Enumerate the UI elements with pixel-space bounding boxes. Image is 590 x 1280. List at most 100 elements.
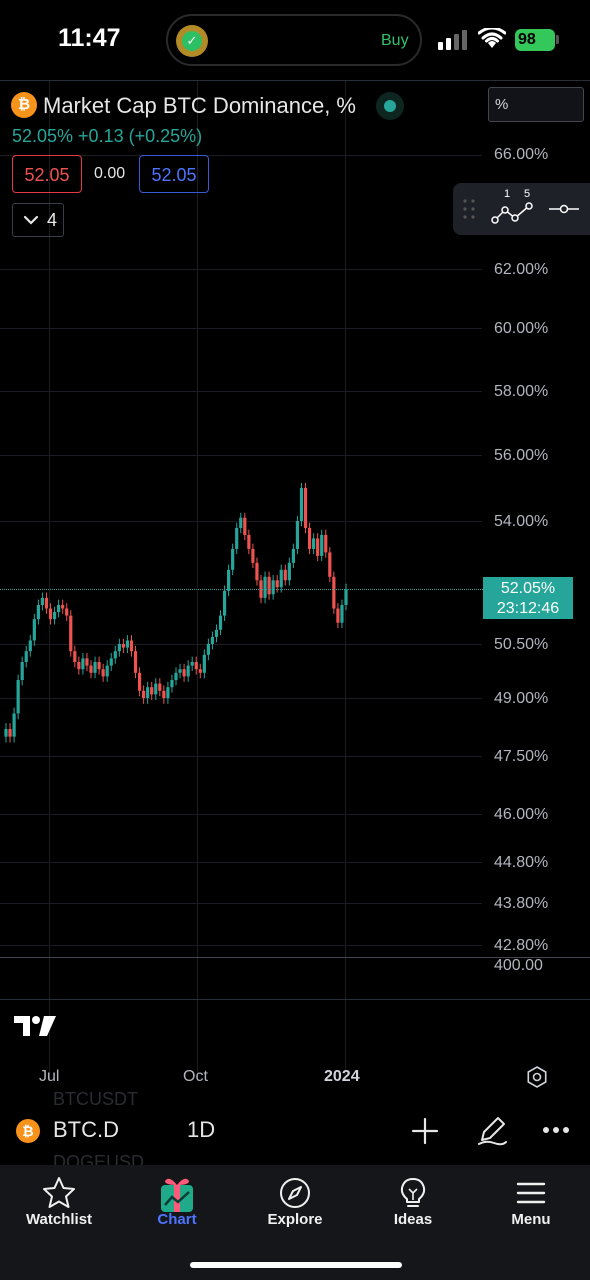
candle-body — [105, 665, 109, 677]
candle-body — [336, 608, 340, 623]
time-axis-label: Oct — [183, 1068, 208, 1085]
candle-body — [20, 662, 24, 680]
gridline — [0, 945, 482, 946]
chevron-down-icon — [22, 204, 40, 246]
candle-body — [178, 669, 182, 673]
price-axis-label: 47.50% — [494, 748, 549, 765]
price-change-line: 52.05% +0.13 (+0.25%) — [12, 126, 203, 146]
price-axis-label: 58.00% — [494, 383, 549, 400]
candle-body — [101, 669, 105, 677]
compass-icon — [280, 1178, 310, 1208]
market-status-dot — [384, 100, 396, 112]
candle-body — [150, 687, 154, 695]
price-axis-label: 50.50% — [494, 636, 549, 653]
scale-mode-button[interactable]: % — [488, 87, 584, 122]
drawing-tools-icon[interactable] — [476, 1114, 508, 1146]
candle-body — [186, 665, 190, 677]
gridline — [0, 455, 482, 456]
candle-body — [89, 665, 93, 673]
candle-body — [344, 589, 348, 605]
nav-menu[interactable]: Menu — [472, 1165, 590, 1235]
tradingview-logo-icon[interactable] — [14, 1014, 58, 1038]
candle-body — [295, 521, 300, 549]
plus-icon[interactable] — [410, 1116, 440, 1146]
candle-body — [77, 662, 81, 670]
btc-logo-icon: ₿ — [16, 1119, 40, 1143]
candle-body — [125, 640, 130, 648]
horizontal-line-tool-icon[interactable] — [549, 202, 579, 216]
check-icon: ✓ — [182, 31, 202, 51]
candle-body — [198, 669, 202, 673]
candle-body — [97, 662, 101, 670]
price-axis-label: 49.00% — [494, 690, 549, 707]
candle-body — [117, 644, 121, 652]
candle-body — [206, 644, 210, 655]
candle-body — [154, 683, 158, 695]
symbol-title[interactable]: Market Cap BTC Dominance, % — [43, 93, 356, 118]
gridline — [345, 81, 346, 1081]
candle-body — [231, 548, 235, 570]
candle-body — [57, 604, 61, 613]
candle-body — [267, 576, 271, 595]
chart-settings-icon[interactable] — [526, 1066, 548, 1088]
nav-label: Ideas — [393, 1211, 433, 1228]
dynamic-island[interactable] — [166, 14, 422, 66]
candle-body — [243, 517, 247, 535]
candle-body — [174, 672, 178, 680]
candle-body — [44, 597, 49, 609]
candle-body — [24, 651, 28, 662]
price-axis-label: 54.00% — [494, 513, 549, 530]
gridline — [49, 81, 50, 1081]
candle-body — [235, 527, 239, 549]
candle-body — [81, 658, 85, 670]
series-label: 5 — [524, 188, 531, 200]
volume-axis-label: 400.00 — [494, 957, 543, 974]
battery-indicator: 98 — [515, 29, 555, 51]
candle-body — [307, 527, 312, 549]
island-buy-label[interactable]: Buy — [381, 32, 409, 49]
candle-body — [299, 488, 304, 521]
star-icon — [43, 1177, 75, 1208]
candle-body — [247, 534, 251, 549]
candle-body — [312, 538, 316, 549]
candle-body — [85, 658, 89, 666]
series-compare-icon[interactable]: 1 5 — [491, 188, 535, 228]
drag-handle-icon[interactable] — [463, 199, 475, 219]
candle-body — [222, 590, 227, 616]
candle-body — [239, 517, 243, 528]
pane-separator[interactable] — [0, 957, 590, 958]
price-axis-label: 66.00% — [494, 146, 549, 163]
nav-label: Watchlist — [25, 1211, 93, 1228]
candle-body — [340, 604, 344, 623]
interval-button[interactable]: 1D — [187, 1117, 216, 1142]
sell-button[interactable]: 52.05 — [12, 155, 82, 193]
gridline — [0, 814, 482, 815]
current-price-line — [0, 589, 483, 590]
buy-button[interactable]: 52.05 — [139, 155, 209, 193]
more-icon[interactable] — [542, 1126, 570, 1134]
candle-body — [16, 680, 20, 714]
candle-body — [328, 552, 332, 577]
status-time: 11:47 — [58, 24, 121, 52]
candle-body — [32, 619, 36, 641]
symbol-search-button[interactable]: BTC.D — [53, 1117, 119, 1142]
candle-body — [202, 654, 206, 673]
indicators-toggle-button[interactable]: 4 — [12, 203, 64, 237]
battery-tip — [556, 35, 559, 44]
nav-explore[interactable]: Explore — [236, 1165, 354, 1235]
gridline — [0, 862, 482, 863]
candlestick-series[interactable] — [0, 81, 482, 957]
candle-body — [65, 608, 69, 616]
candle-body — [218, 615, 223, 630]
nav-ideas[interactable]: Ideas — [354, 1165, 472, 1235]
gridline — [0, 644, 482, 645]
gridline — [0, 155, 482, 156]
nav-chart[interactable]: Chart — [118, 1165, 236, 1235]
candle-body — [133, 651, 138, 673]
candle-body — [263, 576, 267, 598]
candle-body — [214, 629, 219, 637]
nav-watchlist[interactable]: Watchlist — [0, 1165, 118, 1235]
candle-body — [61, 604, 65, 609]
candle-body — [48, 608, 53, 620]
candle-body — [291, 548, 295, 563]
